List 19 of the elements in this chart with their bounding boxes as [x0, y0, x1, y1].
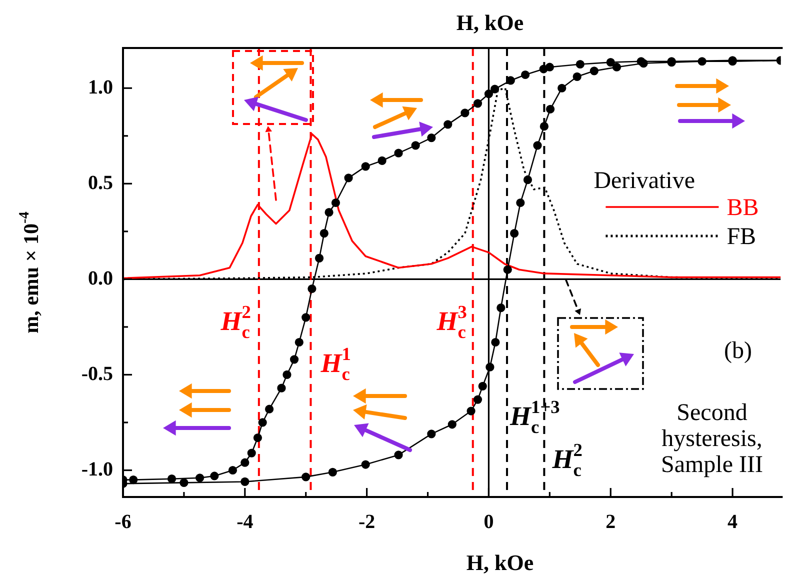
- annotation: (b): [724, 338, 752, 364]
- y-tick-label: 0.0: [88, 267, 113, 290]
- x-axis-title: H, kOe: [466, 550, 534, 575]
- legend-label: BB: [726, 195, 759, 221]
- y-axis-title: m, emu × 10-4: [16, 212, 43, 334]
- y-tick-label: 1.0: [88, 76, 113, 98]
- chart-title: H, kOe: [456, 10, 524, 35]
- x-tick-label: 0: [484, 511, 494, 534]
- legend-title: Derivative: [594, 168, 695, 194]
- x-tick-label: -2: [358, 511, 376, 534]
- x-tick-label: 2: [606, 511, 616, 534]
- x-tick-label: -6: [114, 511, 132, 534]
- annotation: Second hysteresis, Sample III: [661, 400, 763, 478]
- legend-label: FB: [726, 224, 756, 250]
- y-tick-label: -0.5: [81, 362, 113, 385]
- y-tick-label: 0.5: [88, 172, 113, 194]
- x-tick-label: 4: [728, 511, 738, 534]
- y-tick-label: -1.0: [81, 458, 113, 480]
- x-tick-label: -4: [236, 511, 254, 534]
